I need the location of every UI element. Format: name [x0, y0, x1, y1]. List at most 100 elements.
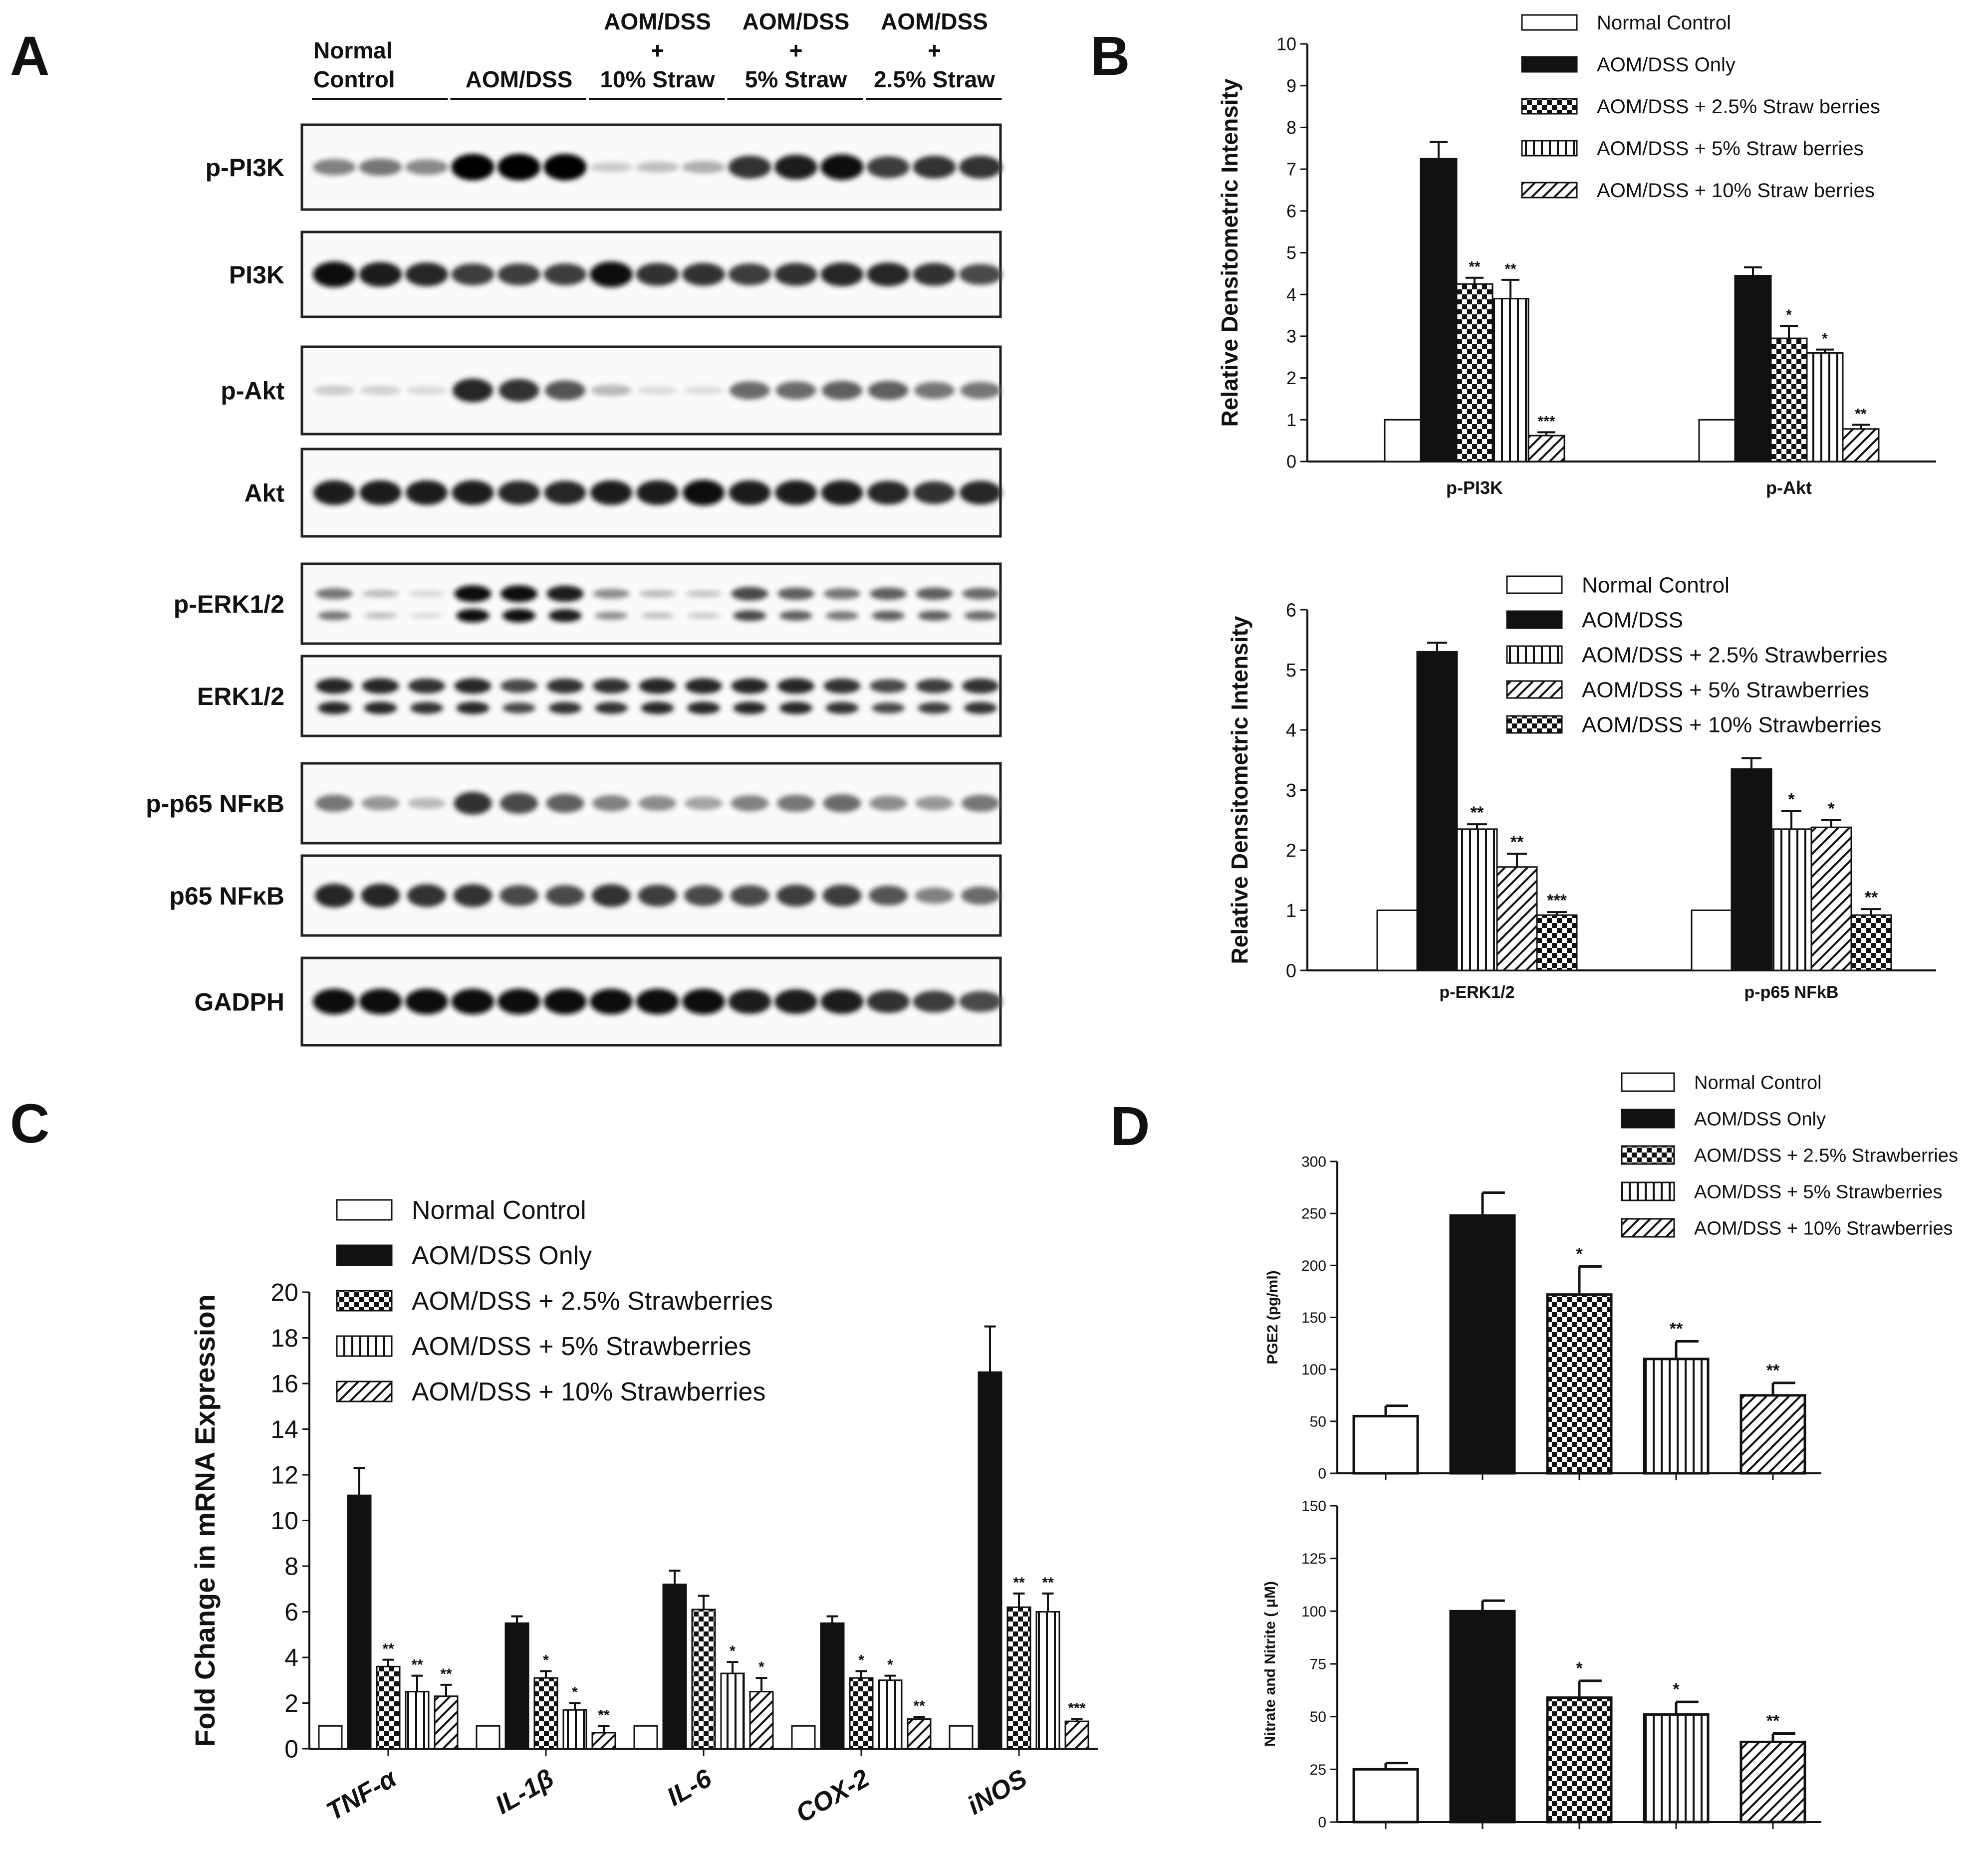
- blot-band: [313, 261, 356, 287]
- legend-swatch: [1506, 680, 1563, 699]
- y-tick-label: 50: [1310, 1413, 1326, 1430]
- legend-swatch: [1506, 610, 1563, 629]
- blot-band: [315, 884, 354, 908]
- bar: [1496, 866, 1538, 971]
- blot-band: [451, 988, 495, 1015]
- blot-band: [454, 792, 492, 815]
- blot-band: [867, 262, 910, 286]
- bar: [1698, 419, 1736, 463]
- bar: [1770, 337, 1808, 463]
- y-tick-label: 8: [284, 1553, 298, 1581]
- bar: [1740, 1394, 1806, 1475]
- significance-label: ***: [1068, 1700, 1085, 1717]
- blot-band: [593, 589, 630, 599]
- blot-group-label: AOM/DSS: [466, 66, 573, 92]
- blot-band: [590, 261, 633, 287]
- blot-band: [776, 885, 815, 907]
- blot-band: [545, 380, 585, 401]
- significance-label: **: [1510, 833, 1524, 852]
- blot-group-label: +: [928, 37, 941, 63]
- significance-label: ***: [1547, 891, 1567, 910]
- blot-box: [300, 562, 1002, 645]
- blot-band: [729, 480, 771, 505]
- y-tick-label: 9: [1286, 75, 1296, 96]
- legend-label: Normal Control: [1597, 12, 1731, 34]
- blot-band: [959, 264, 1002, 285]
- blot-band: [502, 609, 535, 623]
- blot-band: [821, 480, 863, 505]
- y-tick-label: 0: [1286, 452, 1296, 472]
- bar: [1491, 298, 1529, 463]
- blot-band: [820, 989, 864, 1014]
- y-axis-label: Fold Change in mRNA Expression: [189, 1294, 221, 1746]
- blot-band: [959, 991, 1002, 1012]
- bar: [1416, 651, 1458, 971]
- y-tick-label: 1: [1286, 901, 1296, 922]
- significance-label: *: [1786, 307, 1792, 323]
- legend-swatch: [1621, 1218, 1675, 1238]
- blot-band: [502, 702, 535, 713]
- bar: [1536, 914, 1578, 971]
- y-tick-label: 75: [1310, 1656, 1326, 1673]
- bar: [1449, 1610, 1516, 1824]
- y-tick-label: 20: [270, 1279, 298, 1307]
- blot-band: [731, 587, 768, 601]
- blot-band: [822, 381, 862, 400]
- blot-band: [595, 612, 628, 620]
- blot-band: [407, 884, 446, 907]
- blot-band: [406, 386, 447, 395]
- blot-band: [316, 588, 353, 600]
- blot-band: [913, 990, 956, 1013]
- legend-swatch: [1506, 645, 1563, 664]
- y-tick-label: 2: [1286, 840, 1296, 861]
- legend-swatch: [1621, 1109, 1675, 1129]
- blot-band: [362, 590, 399, 598]
- legend-label: AOM/DSS Only: [1597, 54, 1736, 76]
- blot-group-label: AOM/DSS: [743, 8, 850, 34]
- legend-label: AOM/DSS + 10% Strawberries: [1694, 1218, 1953, 1239]
- blot-band: [318, 611, 351, 620]
- significance-label: *: [1673, 1680, 1680, 1699]
- y-tick-label: 5: [1286, 660, 1296, 681]
- blot-band: [682, 988, 725, 1015]
- bar: [1643, 1358, 1710, 1475]
- significance-label: *: [572, 1684, 578, 1701]
- blot-band: [867, 156, 910, 178]
- blot-band: [820, 262, 864, 286]
- legend-swatch: [1521, 56, 1578, 73]
- blot-band: [318, 701, 351, 714]
- blot-row-label: PI3K: [229, 261, 284, 289]
- blot-band: [546, 585, 584, 602]
- blot-band: [869, 795, 907, 811]
- bar: [749, 1691, 774, 1750]
- legend-swatch: [336, 1199, 393, 1221]
- blot-band: [964, 702, 997, 714]
- blot-band: [779, 611, 812, 621]
- y-tick-label: 125: [1301, 1551, 1326, 1567]
- blot-band: [456, 609, 490, 623]
- blot-band: [867, 480, 909, 505]
- blot-band: [359, 988, 402, 1015]
- y-tick-label: 50: [1310, 1709, 1326, 1725]
- blot-group-label: 5% Straw: [745, 66, 847, 92]
- y-tick-label: 150: [1301, 1498, 1326, 1515]
- blot-band: [823, 794, 861, 813]
- significance-label: **: [1471, 803, 1484, 822]
- blot-band: [497, 154, 540, 181]
- blot-band: [636, 161, 679, 173]
- legend-swatch: [336, 1381, 393, 1402]
- blot-band: [497, 263, 540, 285]
- y-tick-label: 0: [284, 1735, 298, 1763]
- legend-swatch: [1506, 575, 1563, 594]
- x-category-label: p-ERK1/2: [1439, 983, 1514, 1002]
- bar: [434, 1695, 459, 1750]
- blot-band: [728, 156, 771, 179]
- y-tick-label: 10: [1276, 34, 1296, 54]
- bar: [1643, 1713, 1710, 1824]
- legend-label: Normal Control: [412, 1196, 586, 1225]
- blot-band: [775, 381, 816, 400]
- x-category-label: COX-2: [791, 1764, 874, 1829]
- significance-label: **: [913, 1698, 925, 1714]
- legend-swatch: [336, 1290, 393, 1312]
- legend-label: AOM/DSS + 10% Straw berries: [1597, 180, 1875, 202]
